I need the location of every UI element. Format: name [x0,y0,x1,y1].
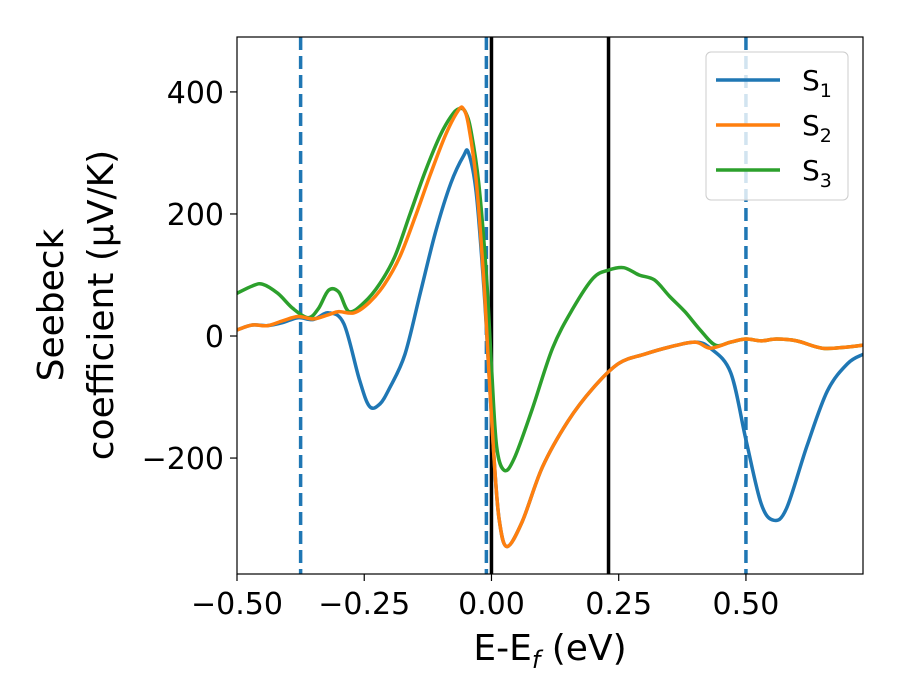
y-tick-label: 400 [167,76,224,111]
x-tick-label: 0.00 [458,587,525,622]
x-tick-label: −0.50 [191,587,283,622]
y-tick-label: 0 [205,320,224,355]
x-axis-label: E-Ef (eV) [473,628,626,674]
plot-frame [236,36,864,575]
x-tick-label: 0.25 [585,587,652,622]
y-axis-label-line1: Seebeck [31,228,72,381]
y-tick-label: −200 [142,442,224,477]
legend-label-s2: S2 [802,109,832,147]
legend-label-s3: S3 [802,154,832,192]
x-tick-label: −0.25 [318,587,410,622]
x-tick-label: 0.50 [713,587,780,622]
y-tick-label: 200 [167,198,224,233]
legend: S1 S2 S3 [705,51,849,201]
legend-label-s1: S1 [802,64,832,102]
y-axis-label-line2: coefficient (μV/K) [81,150,122,460]
series-line-s2 [237,105,863,549]
